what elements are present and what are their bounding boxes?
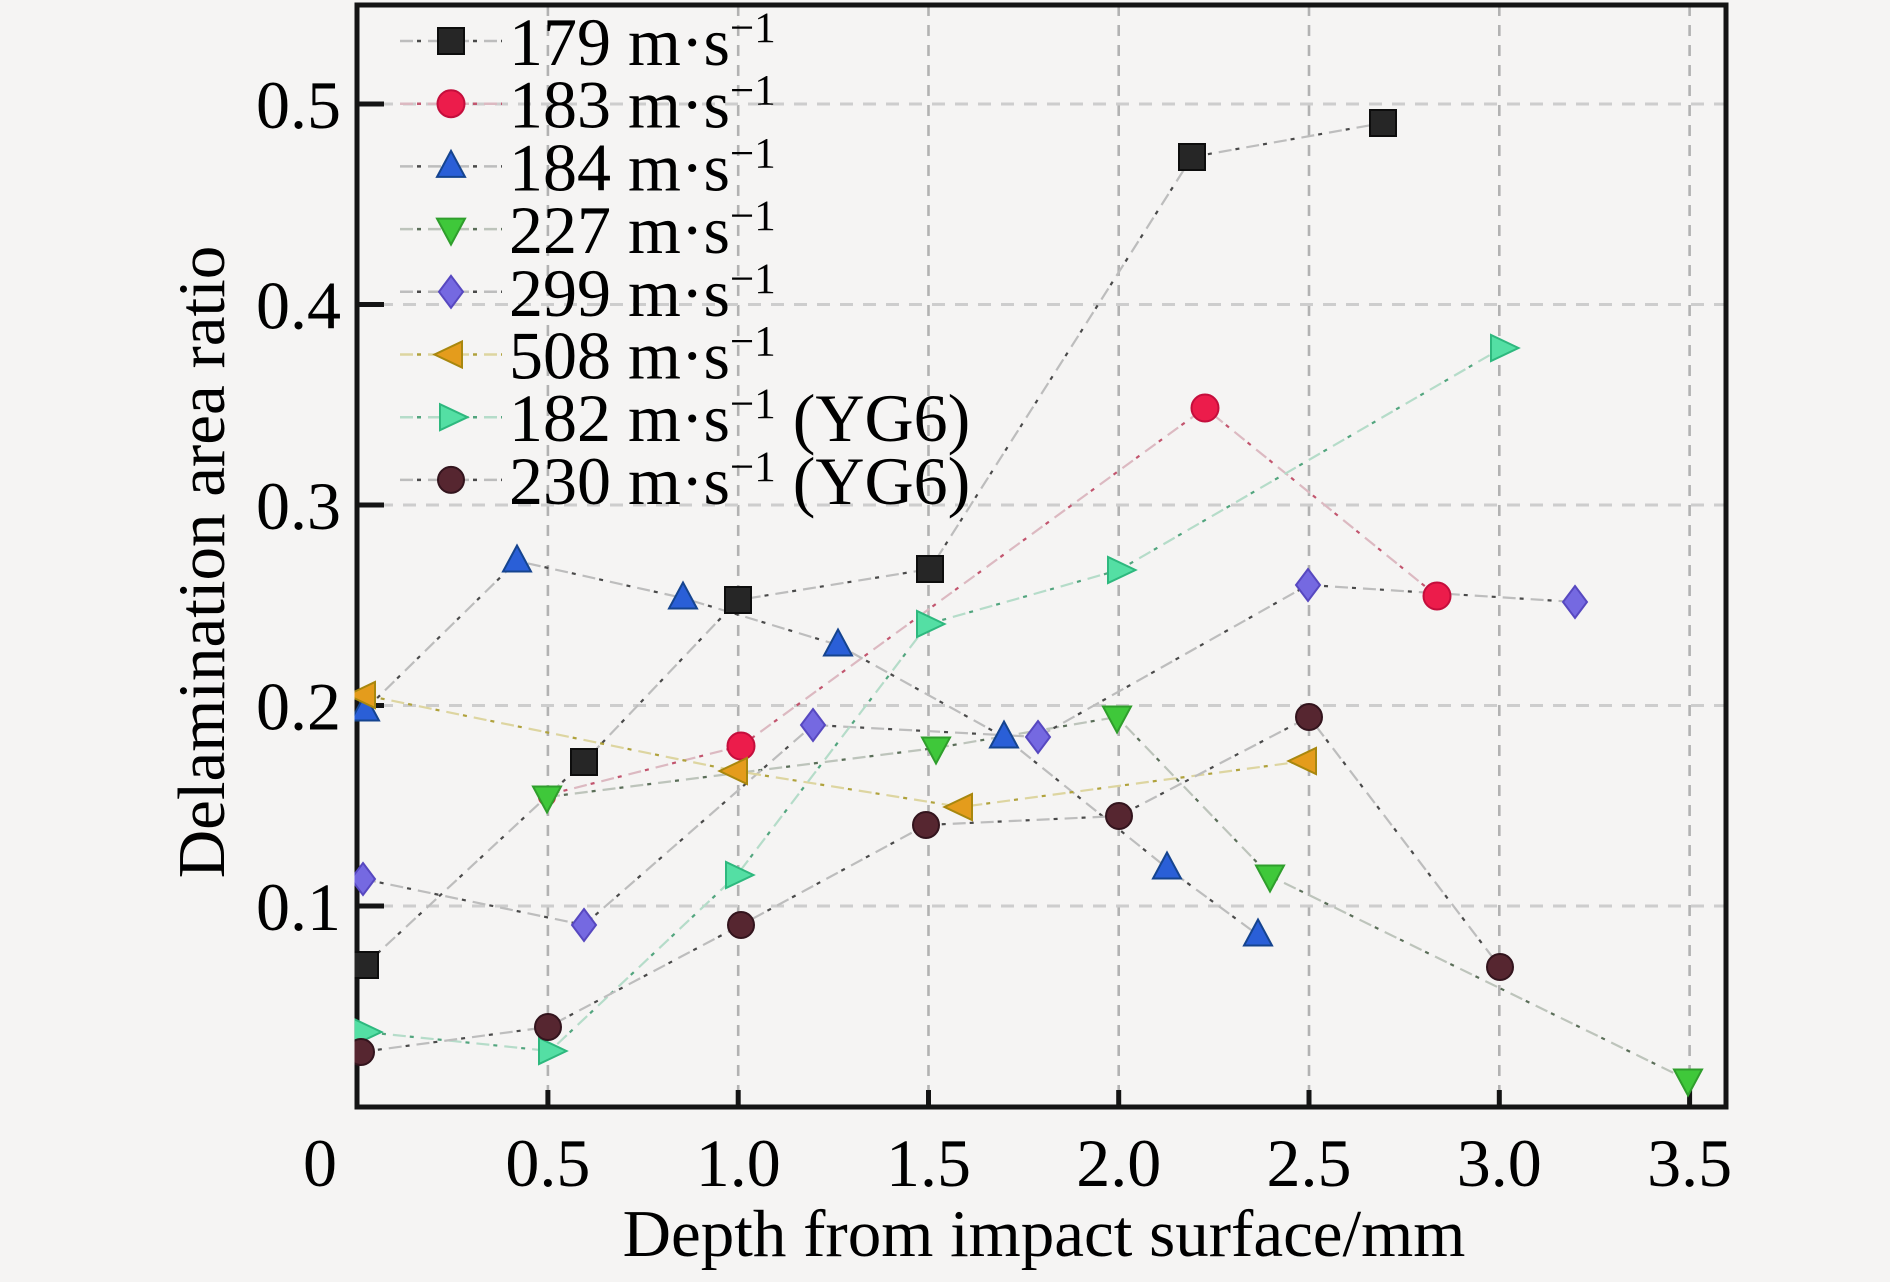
svg-text:0.5: 0.5 — [505, 1125, 590, 1201]
svg-text:0.4: 0.4 — [256, 268, 341, 344]
svg-text:0: 0 — [303, 1125, 337, 1201]
svg-text:0.1: 0.1 — [256, 869, 341, 945]
svg-text:1.5: 1.5 — [886, 1125, 971, 1201]
svg-text:179 m·s−1: 179 m·s−1 — [509, 4, 776, 80]
svg-text:0.3: 0.3 — [256, 468, 341, 544]
svg-text:3.5: 3.5 — [1647, 1125, 1732, 1201]
svg-text:2.0: 2.0 — [1076, 1125, 1161, 1201]
svg-text:1.0: 1.0 — [696, 1125, 781, 1201]
svg-text:Depth from impact surface/mm: Depth from impact surface/mm — [623, 1197, 1466, 1271]
svg-text:0.2: 0.2 — [256, 669, 341, 745]
svg-text:3.0: 3.0 — [1457, 1125, 1542, 1201]
svg-text:2.5: 2.5 — [1267, 1125, 1352, 1201]
svg-text:0.5: 0.5 — [256, 67, 341, 143]
svg-text:Delamination area ratio: Delamination area ratio — [165, 246, 239, 878]
